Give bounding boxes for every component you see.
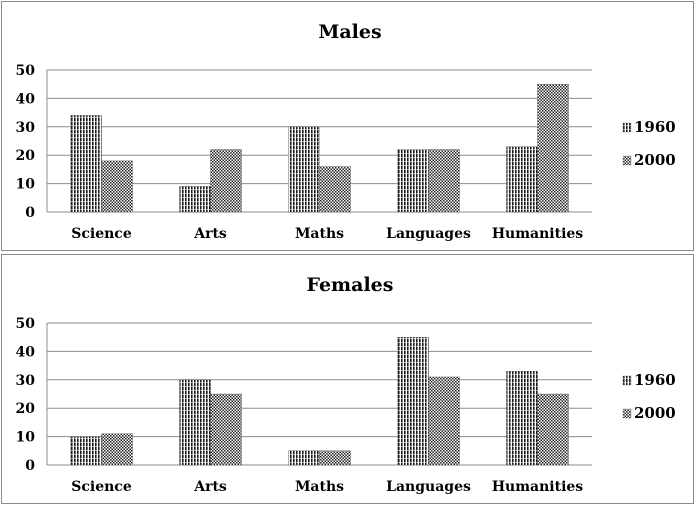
males-legend-label-2000: 2000 (634, 151, 676, 169)
females-legend-label-2000: 2000 (634, 404, 676, 422)
females-legend-swatch-1960 (622, 375, 632, 386)
females-bar-2000-science (101, 433, 133, 466)
females-y-tick-label: 30 (16, 373, 36, 389)
females-chart-panel: Females 0 10 20 30 40 50 Science Arts Maths Langua… (1, 254, 694, 504)
females-chart-title: Females (307, 274, 394, 296)
males-legend-label-1960: 1960 (634, 118, 676, 136)
females-legend-swatch-2000 (622, 408, 632, 419)
females-bar-1960-languages (397, 336, 429, 466)
females-bar-1960-science (70, 436, 102, 466)
females-bar-2000-humanities (537, 393, 569, 466)
males-y-tick-label: 20 (16, 148, 36, 164)
females-bar-2000-arts (210, 393, 242, 466)
males-chart-panel: Males 0 10 20 30 40 50 Science Arts Maths Language… (1, 1, 694, 251)
males-x-tick-label: Maths (295, 226, 344, 242)
females-bar-1960-arts (179, 379, 211, 466)
females-y-tick-label: 10 (16, 430, 36, 446)
males-bar-1960-science (70, 115, 102, 213)
males-y-tick-label: 0 (25, 205, 35, 221)
males-bar-2000-arts (210, 149, 242, 213)
males-bar-1960-arts (179, 186, 211, 213)
males-x-tick-label: Arts (193, 226, 227, 242)
males-x-tick-label: Languages (386, 226, 471, 242)
males-y-tick-label: 50 (16, 63, 36, 79)
males-chart-title: Males (318, 21, 381, 43)
females-x-tick-label: Humanities (492, 479, 583, 495)
females-x-tick-label: Maths (295, 479, 344, 495)
males-x-tick-label: Science (71, 226, 132, 242)
males-x-tick-label: Humanities (492, 226, 583, 242)
males-legend-swatch-1960 (622, 122, 632, 133)
males-y-tick-label: 10 (16, 177, 36, 193)
males-bar-2000-science (101, 160, 133, 213)
females-legend-label-1960: 1960 (634, 371, 676, 389)
males-bar-2000-languages (428, 149, 460, 213)
females-bar-2000-maths (319, 450, 351, 466)
females-bar-1960-maths (288, 450, 320, 466)
males-bar-2000-maths (319, 166, 351, 213)
females-chart: Females 0 10 20 30 40 50 Science Arts Maths Langua… (16, 274, 676, 495)
females-x-tick-label: Arts (193, 479, 227, 495)
females-y-tick-label: 50 (16, 316, 36, 332)
females-x-tick-label: Science (71, 479, 132, 495)
males-y-tick-label: 30 (16, 120, 36, 136)
males-y-tick-label: 40 (16, 91, 36, 107)
males-bar-2000-humanities (537, 83, 569, 213)
females-x-tick-label: Languages (386, 479, 471, 495)
males-legend-swatch-2000 (622, 155, 632, 166)
males-chart: Males 0 10 20 30 40 50 Science Arts Maths Language… (16, 21, 676, 242)
females-y-tick-label: 40 (16, 344, 36, 360)
males-bar-1960-humanities (506, 146, 538, 213)
males-bar-1960-maths (288, 126, 320, 213)
females-y-tick-label: 0 (25, 458, 35, 474)
females-bar-1960-humanities (506, 371, 538, 466)
males-bar-1960-languages (397, 149, 429, 213)
females-y-tick-label: 20 (16, 401, 36, 417)
females-bar-2000-languages (428, 376, 460, 466)
